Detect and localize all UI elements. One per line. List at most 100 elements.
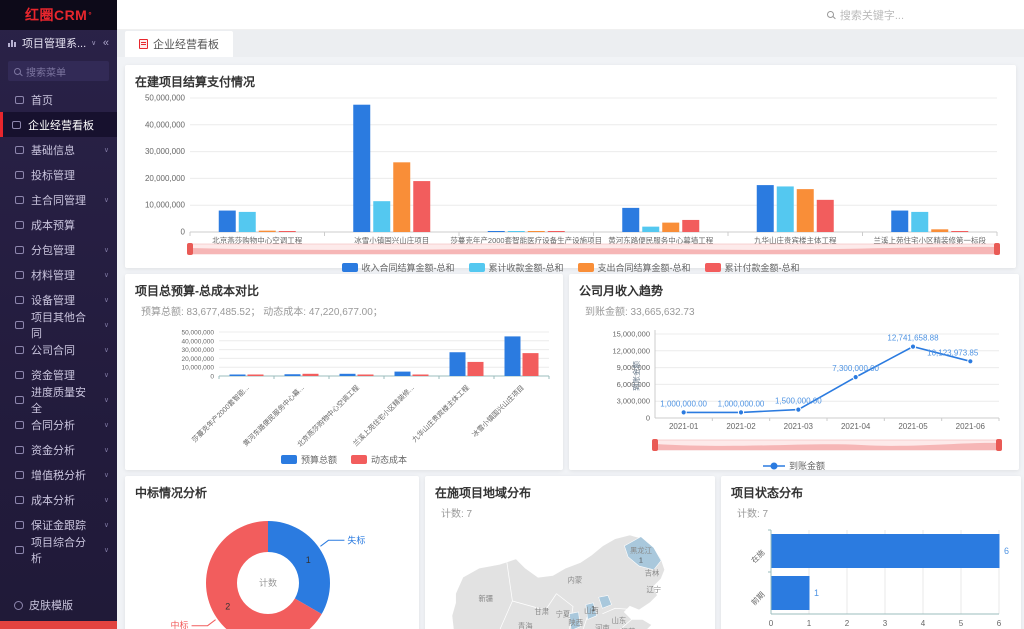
chevron-down-icon: ∨ — [103, 146, 109, 154]
legend-item[interactable]: 累计付款金额-总和 — [704, 261, 800, 274]
budget-legend: 预算总额 动态成本 — [135, 453, 553, 466]
sidebar-item-7[interactable]: 材料管理 ∨ — [0, 262, 117, 287]
status-subtitle: 计数: 7 — [737, 509, 769, 520]
chevron-down-icon: ∨ — [103, 321, 109, 329]
china-map-chart[interactable]: 新疆青海西藏甘肃内蒙宁夏陕西山西河南山东江苏上海安徽浙江江西湖北湖南福建台湾广东… — [435, 522, 705, 629]
settlement-bar-chart[interactable]: 0 10,000,000 20,000,000 30,000,000 40,000,00… — [135, 92, 1006, 258]
svg-text:0: 0 — [769, 619, 774, 628]
svg-text:4: 4 — [921, 619, 926, 628]
sidebar-item-4[interactable]: 主合同管理 ∨ — [0, 187, 117, 212]
svg-text:江苏: 江苏 — [621, 627, 636, 629]
sidebar-bottom-accent — [0, 621, 117, 629]
sidebar-item-0[interactable]: 首页 — [0, 87, 117, 112]
income-line-chart[interactable]: 0 3,000,000 6,000,000 9,000,000 12,000,000 15… — [579, 320, 1009, 456]
bid-icon — [15, 170, 24, 179]
home-icon — [15, 95, 24, 104]
sidebar-item-10[interactable]: 公司合同 ∨ — [0, 337, 117, 362]
sidebar-item-label: 资金管理 — [31, 369, 75, 382]
svg-text:1: 1 — [306, 555, 311, 565]
svg-text:黑龙江: 黑龙江 — [630, 546, 653, 555]
svg-text:50,000,000: 50,000,000 — [181, 330, 214, 337]
logo-sup: ° — [88, 10, 93, 20]
svg-text:内蒙: 内蒙 — [568, 576, 583, 585]
svg-text:2021-04: 2021-04 — [841, 422, 871, 431]
card-income: 公司月收入趋势 到账金额: 33,665,632.73 0 3,000,000 6,… — [569, 274, 1019, 472]
tab-label: 企业经营看板 — [153, 39, 219, 51]
legend-item[interactable]: 动态成本 — [351, 453, 407, 466]
doc-icon — [15, 495, 24, 504]
dashboard-icon — [12, 120, 21, 129]
sidebar-item-16[interactable]: 成本分析 ∨ — [0, 487, 117, 512]
sidebar-item-label: 项目其他合同 — [31, 311, 86, 340]
sidebar-item-18[interactable]: 项目综合分析 ∨ — [0, 537, 117, 565]
sidebar-item-3[interactable]: 投标管理 — [0, 162, 117, 187]
card-region: 在施项目地域分布 计数: 7 新疆青海西藏甘肃内蒙宁夏陕西山西河南山东江苏上海安… — [425, 476, 715, 629]
svg-text:3: 3 — [883, 619, 888, 628]
svg-text:兰溪上苑住宅小区精装修第一标段: 兰溪上苑住宅小区精装修第一标段 — [874, 235, 987, 245]
svg-text:40,000,000: 40,000,000 — [145, 120, 186, 129]
svg-text:山西: 山西 — [584, 606, 599, 615]
card-status: 项目状态分布 计数: 7 0 1 2 3 4 5 6 6 在施 1 前期 — [721, 476, 1021, 629]
svg-text:20,000,000: 20,000,000 — [181, 356, 214, 363]
legend-item[interactable]: 收入合同结算金额-总和 — [341, 261, 455, 274]
sidebar-item-11[interactable]: 资金管理 ∨ — [0, 362, 117, 387]
legend-item[interactable]: 支出合同结算金额-总和 — [577, 261, 691, 274]
svg-text:新疆: 新疆 — [478, 594, 493, 603]
skin-icon — [14, 600, 23, 610]
sidebar-item-15[interactable]: 增值税分析 ∨ — [0, 462, 117, 487]
svg-text:前期: 前期 — [749, 589, 767, 607]
chart-title-budget: 项目总预算-总成本对比 — [135, 284, 259, 298]
chevron-down-icon: ∨ — [103, 346, 109, 354]
sidebar-item-12[interactable]: 进度质量安全 ∨ — [0, 387, 117, 415]
skin-template-button[interactable]: 皮肤模版 — [0, 597, 117, 613]
dashboard-content: 在建项目结算支付情况 0 10,000,000 20,000,000 30,000,0… — [117, 57, 1024, 629]
sidebar-item-2[interactable]: 基础信息 ∨ — [0, 137, 117, 162]
legend-item[interactable]: 累计收款金额-总和 — [468, 261, 564, 274]
svg-text:吉林: 吉林 — [645, 568, 660, 577]
global-search-input[interactable]: 搜索关键字... — [826, 7, 904, 23]
folder-icon — [15, 395, 24, 404]
status-hbar-chart[interactable]: 0 1 2 3 4 5 6 6 在施 1 前期 — [731, 522, 1011, 629]
svg-text:6: 6 — [997, 619, 1002, 628]
sidebar-item-1[interactable]: 企业经营看板 — [0, 112, 117, 137]
budget-icon — [15, 220, 24, 229]
sidebar-item-label: 资金分析 — [31, 444, 75, 457]
card-budget: 项目总预算-总成本对比 预算总额: 83,677,485.52； 动态成本: 4… — [125, 274, 563, 470]
sidebar-item-label: 成本预算 — [31, 219, 75, 232]
sidebar-item-6[interactable]: 分包管理 ∨ — [0, 237, 117, 262]
svg-text:河南: 河南 — [595, 623, 610, 629]
sidebar-item-8[interactable]: 设备管理 ∨ — [0, 287, 117, 312]
legend-item[interactable]: 到账金额 — [762, 459, 825, 472]
svg-text:陕西: 陕西 — [568, 618, 583, 627]
svg-text:2021-06: 2021-06 — [956, 422, 986, 431]
svg-text:北京燕莎购物中心空调工程: 北京燕莎购物中心空调工程 — [212, 235, 302, 245]
svg-text:莎蔓克年产2000套智能医疗设备生产设施项目: 莎蔓克年产2000套智能医疗设备生产设施项目 — [450, 235, 602, 245]
sidebar-item-9[interactable]: 项目其他合同 ∨ — [0, 312, 117, 340]
svg-text:12,000,000: 12,000,000 — [612, 346, 650, 355]
logo-text: 红圈CRM — [24, 7, 88, 23]
tab-bar: 企业经营看板 — [117, 30, 1024, 57]
sidebar-item-13[interactable]: 合同分析 ∨ — [0, 412, 117, 437]
svg-text:辽宁: 辽宁 — [646, 585, 661, 594]
contract-icon — [15, 320, 24, 329]
sidebar-item-14[interactable]: 资金分析 ∨ — [0, 437, 117, 462]
contract-icon — [15, 445, 24, 454]
settlement-legend: 收入合同结算金额-总和 累计收款金额-总和 支出合同结算金额-总和 累计付款金额-总和 — [135, 261, 1006, 274]
sidebar-item-5[interactable]: 成本预算 — [0, 212, 117, 237]
svg-text:山东: 山东 — [612, 616, 627, 625]
legend-item[interactable]: 预算总额 — [280, 453, 337, 466]
menu-search-input[interactable]: 搜索菜单 — [8, 61, 109, 81]
collapse-sidebar-icon[interactable]: « — [102, 37, 109, 49]
svg-text:1,500,000.00: 1,500,000.00 — [775, 397, 822, 406]
bid-donut-chart[interactable]: 1 2 计数 失标 中标 — [135, 503, 409, 629]
workspace-label: 项目管理系... — [22, 38, 87, 50]
workspace-switcher[interactable]: 项目管理系... ∨ « — [0, 30, 117, 56]
region-subtitle: 计数: 7 — [441, 509, 473, 520]
budget-bar-chart[interactable]: 0 10,000,000 20,000,000 30,000,000 40,000,00… — [135, 320, 553, 450]
sidebar-item-17[interactable]: 保证金跟踪 ∨ — [0, 512, 117, 537]
card-bid: 中标情况分析 1 2 计数 失标 中标 — [125, 476, 419, 629]
tab-dashboard[interactable]: 企业经营看板 — [125, 31, 233, 57]
svg-text:15,000,000: 15,000,000 — [612, 330, 650, 339]
svg-text:莎蔓克年产2000套智能...: 莎蔓克年产2000套智能... — [190, 383, 251, 444]
sidebar-item-label: 进度质量安全 — [31, 386, 86, 415]
